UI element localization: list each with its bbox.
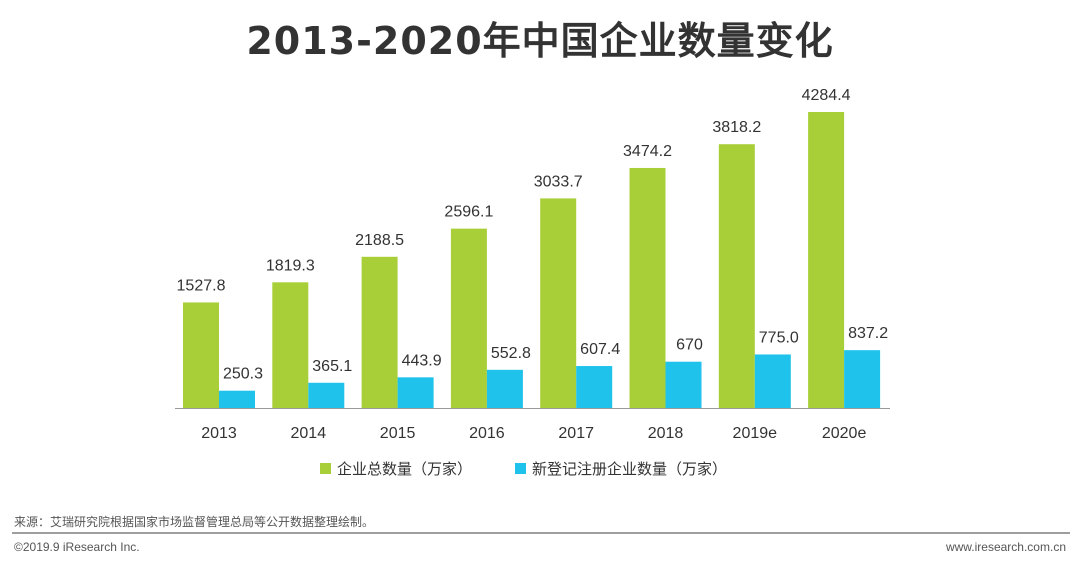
bar-new-2016 xyxy=(486,369,523,408)
bar-new-2014 xyxy=(308,382,345,408)
value-label-total-2015: 2188.5 xyxy=(355,232,404,249)
value-label-new-2020e: 837.2 xyxy=(848,325,888,342)
bar-new-2013 xyxy=(219,390,255,408)
source-note: 来源：艾瑞研究院根据国家市场监督管理总局等公开数据整理绘制。 xyxy=(14,515,375,529)
bar-total-2017 xyxy=(540,198,577,408)
bar-total-2020e xyxy=(808,112,845,408)
value-label-total-2014: 1819.3 xyxy=(266,257,315,274)
x-tick-label-2014: 2014 xyxy=(291,425,327,442)
bar-chart: 1527.8 250.3 1819.3 365.1 2188.5 443.9 2596.1 5… xyxy=(175,87,890,478)
legend-swatch-new xyxy=(515,463,526,474)
footer-divider xyxy=(12,532,1070,534)
chart-title: 2013-2020年中国企业数量变化 xyxy=(246,19,834,63)
x-tick-label-2016: 2016 xyxy=(469,425,505,442)
bar-new-2019e xyxy=(754,354,791,408)
bar-new-2020e xyxy=(844,350,881,408)
x-tick-label-2017: 2017 xyxy=(558,425,594,442)
bars-group xyxy=(183,112,881,409)
bar-total-2015 xyxy=(361,256,398,408)
value-label-total-2016: 2596.1 xyxy=(444,204,493,221)
value-label-new-2019e: 775.0 xyxy=(759,329,799,346)
value-label-new-2015: 443.9 xyxy=(402,352,442,369)
value-label-new-2017: 607.4 xyxy=(580,341,620,358)
bar-total-2014 xyxy=(272,282,309,408)
value-label-new-2014: 365.1 xyxy=(312,358,352,375)
bar-total-2018 xyxy=(629,167,666,408)
x-tick-labels-group: 2013 2014 2015 2016 2017 2018 2019e 2020e xyxy=(201,425,866,442)
x-tick-label-2018: 2018 xyxy=(648,425,684,442)
x-tick-label-2019e: 2019e xyxy=(733,425,778,442)
legend-label-total: 企业总数量（万家） xyxy=(337,460,472,478)
bar-total-2019e xyxy=(718,144,755,409)
bar-total-2013 xyxy=(183,302,219,408)
website-text: www.iresearch.com.cn xyxy=(945,540,1066,554)
legend-label-new: 新登记注册企业数量（万家） xyxy=(532,460,727,478)
bar-new-2018 xyxy=(665,361,702,408)
x-tick-label-2015: 2015 xyxy=(380,425,416,442)
value-label-total-2020e: 4284.4 xyxy=(802,87,851,104)
value-label-total-2018: 3474.2 xyxy=(623,143,672,160)
x-tick-label-2013: 2013 xyxy=(201,425,237,442)
bar-new-2017 xyxy=(576,366,613,408)
value-label-total-2013: 1527.8 xyxy=(177,277,226,294)
value-label-new-2013: 250.3 xyxy=(223,366,263,383)
x-tick-label-2020e: 2020e xyxy=(822,425,867,442)
value-label-new-2016: 552.8 xyxy=(491,345,531,362)
copyright-text: ©2019.9 iResearch Inc. xyxy=(14,540,140,554)
value-label-new-2018: 670 xyxy=(676,337,703,354)
legend-swatch-total xyxy=(320,463,331,474)
value-label-total-2019e: 3818.2 xyxy=(712,119,761,136)
bar-total-2016 xyxy=(450,228,487,408)
legend: 企业总数量（万家） 新登记注册企业数量（万家） xyxy=(320,460,727,478)
bar-new-2015 xyxy=(397,377,434,408)
value-label-total-2017: 3033.7 xyxy=(534,173,583,190)
value-labels-group: 1527.8 250.3 1819.3 365.1 2188.5 443.9 2596.1 5… xyxy=(177,87,889,383)
